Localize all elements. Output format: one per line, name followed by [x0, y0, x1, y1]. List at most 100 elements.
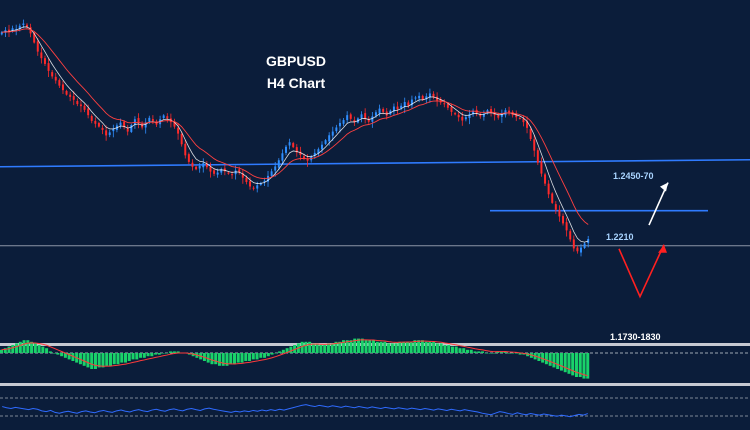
candle-body	[187, 154, 190, 162]
macd-bar	[496, 351, 500, 353]
macd-bar	[71, 353, 75, 361]
macd-bar	[488, 353, 492, 354]
macd-bar	[447, 345, 451, 353]
macd-bar	[353, 338, 357, 353]
macd-bar	[266, 353, 270, 357]
candle-body	[446, 104, 449, 108]
candle	[353, 116, 356, 126]
candle-body	[421, 95, 424, 100]
macd-bar	[458, 348, 462, 353]
target-label-1-1730-1830: 1.1730-1830	[610, 332, 661, 342]
macd-bar	[518, 353, 522, 355]
candle	[123, 120, 126, 130]
candle	[580, 244, 582, 257]
candle	[364, 108, 367, 124]
projection-arrow-path	[618, 244, 665, 299]
macd-bar	[244, 353, 248, 361]
macd-bar	[398, 341, 402, 353]
candle	[450, 103, 453, 116]
macd-bar	[240, 353, 244, 363]
candle-body	[500, 113, 503, 117]
candle	[97, 121, 100, 128]
candle-body	[303, 156, 305, 159]
candle-body	[205, 163, 208, 168]
candle-body	[587, 238, 590, 244]
candle-body	[58, 80, 61, 86]
candle-body	[263, 180, 266, 182]
candle-body	[11, 28, 14, 31]
candle	[94, 117, 97, 128]
candle-body	[256, 185, 259, 189]
macd-bar	[443, 345, 447, 353]
candle-body	[428, 93, 431, 98]
candle-body	[558, 210, 561, 217]
macd-bar	[154, 353, 158, 355]
candle-body	[540, 161, 543, 174]
chart-subtitle: H4 Chart	[267, 75, 326, 91]
candle	[324, 138, 327, 145]
candle-body	[148, 117, 151, 122]
candle-body	[385, 111, 388, 116]
candle-body	[90, 115, 93, 121]
candle	[54, 72, 57, 84]
macd-bar	[101, 353, 105, 368]
candle-body	[288, 142, 291, 146]
macd-bar	[67, 353, 71, 360]
macd-bar	[304, 341, 308, 353]
macd-bar	[563, 353, 567, 373]
candle-body	[410, 99, 413, 106]
candle-body	[231, 174, 234, 176]
candle-body	[562, 216, 565, 224]
candle	[191, 159, 194, 171]
candle-body	[184, 143, 187, 156]
projection-arrow-head	[658, 244, 667, 253]
candle	[320, 141, 323, 154]
macd-bar	[161, 353, 165, 354]
candle-body	[472, 110, 475, 115]
macd-bar	[492, 353, 496, 354]
macd-bar	[135, 353, 139, 360]
level-line-1-2450-70	[0, 158, 750, 168]
candle-body	[259, 183, 262, 185]
macd-bar	[251, 353, 255, 360]
macd-bar	[30, 341, 34, 353]
candle-body	[101, 127, 104, 130]
macd-bar	[285, 348, 289, 353]
macd-bar	[232, 353, 236, 365]
candle	[144, 118, 147, 134]
candle	[25, 23, 28, 30]
candle	[36, 38, 39, 56]
candle-body	[166, 116, 169, 119]
macd-bar	[229, 353, 233, 365]
macd-bar	[191, 353, 195, 357]
candle	[551, 192, 554, 204]
candle-body	[130, 125, 133, 132]
candle-body	[403, 102, 406, 107]
candle-body	[252, 187, 255, 189]
candle-body	[79, 104, 82, 107]
macd-bar	[420, 340, 424, 353]
candle-body	[220, 169, 223, 173]
candle-body	[407, 102, 410, 106]
macd-bar	[578, 353, 582, 377]
candle-body	[209, 166, 212, 172]
macd-bar	[97, 353, 101, 368]
macd-bar	[311, 343, 315, 353]
candle-body	[482, 113, 485, 117]
candle-body	[400, 105, 403, 109]
slow-moving-average-line	[1, 28, 589, 225]
candle	[493, 108, 496, 121]
candle-body	[18, 25, 21, 30]
macd-bar	[541, 353, 545, 363]
candle-body	[241, 173, 244, 178]
candle-body	[518, 118, 521, 120]
candle-body	[346, 115, 349, 121]
candle-body	[515, 113, 518, 118]
candle	[569, 229, 572, 242]
candle	[195, 165, 198, 171]
candle-body	[249, 181, 252, 187]
candle-body	[94, 120, 97, 124]
macd-bar	[217, 353, 221, 366]
candle-body	[195, 166, 198, 170]
candle	[392, 103, 395, 116]
